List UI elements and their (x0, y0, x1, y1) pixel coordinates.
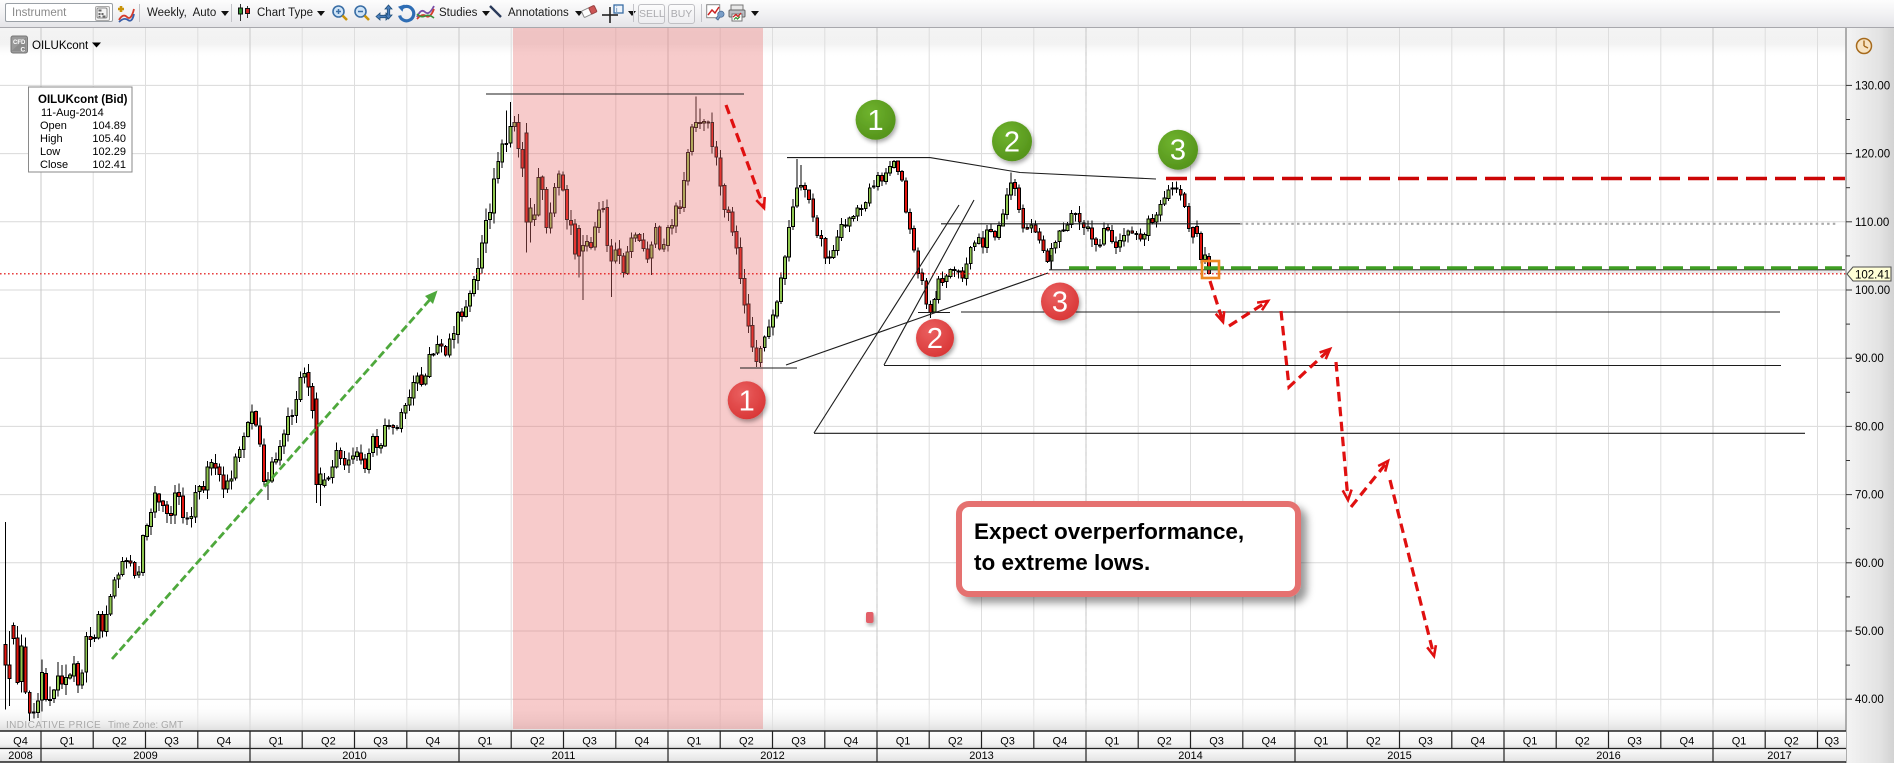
svg-text:Q1: Q1 (269, 736, 284, 748)
svg-text:Close: Close (40, 159, 68, 171)
svg-text:104.89: 104.89 (92, 120, 126, 132)
svg-text:130.00: 130.00 (1855, 80, 1890, 92)
svg-text:OILUKcont: OILUKcont (32, 40, 89, 52)
svg-text:2015: 2015 (1387, 750, 1411, 762)
svg-text:Q4: Q4 (13, 736, 28, 748)
svg-text:2010: 2010 (342, 750, 366, 762)
svg-text:Q2: Q2 (948, 736, 963, 748)
svg-text:102.41: 102.41 (92, 159, 126, 171)
svg-text:Q2: Q2 (1366, 736, 1381, 748)
svg-text:Q3: Q3 (1000, 736, 1015, 748)
svg-text:Q4: Q4 (844, 736, 859, 748)
svg-text:INDICATIVE PRICE: INDICATIVE PRICE (6, 720, 101, 731)
svg-text:Time Zone: GMT: Time Zone: GMT (108, 720, 183, 731)
svg-text:11-Aug-2014: 11-Aug-2014 (41, 107, 104, 119)
svg-text:Q1: Q1 (60, 736, 75, 748)
svg-text:2008: 2008 (8, 750, 32, 762)
svg-text:Q4: Q4 (217, 736, 232, 748)
svg-text:60.00: 60.00 (1855, 558, 1884, 570)
svg-text:to extreme lows.: to extreme lows. (974, 550, 1150, 575)
svg-text:105.40: 105.40 (92, 133, 126, 145)
svg-text:Q2: Q2 (1784, 736, 1799, 748)
svg-text:Q4: Q4 (1680, 736, 1695, 748)
svg-text:Q3: Q3 (582, 736, 597, 748)
svg-text:Q1: Q1 (1314, 736, 1329, 748)
svg-text:102.29: 102.29 (92, 146, 126, 158)
svg-text:Q1: Q1 (1105, 736, 1120, 748)
svg-text:2: 2 (927, 323, 943, 355)
svg-text:Q1: Q1 (1523, 736, 1538, 748)
svg-text:Q3: Q3 (1418, 736, 1433, 748)
svg-text:2: 2 (1004, 126, 1020, 158)
svg-text:1: 1 (868, 105, 884, 137)
svg-text:2016: 2016 (1596, 750, 1620, 762)
svg-text:Q1: Q1 (687, 736, 702, 748)
svg-text:2009: 2009 (133, 750, 157, 762)
svg-text:Q3: Q3 (164, 736, 179, 748)
svg-text:Q3: Q3 (1209, 736, 1224, 748)
svg-text:Q3: Q3 (791, 736, 806, 748)
svg-text:Q2: Q2 (530, 736, 545, 748)
svg-text:Q2: Q2 (1575, 736, 1590, 748)
svg-text:1: 1 (739, 385, 755, 417)
svg-text:Q4: Q4 (1471, 736, 1486, 748)
svg-text:Q3: Q3 (1627, 736, 1642, 748)
svg-text:40.00: 40.00 (1855, 694, 1884, 706)
svg-text:50.00: 50.00 (1855, 626, 1884, 638)
svg-text:110.00: 110.00 (1855, 217, 1889, 229)
svg-text:Expect overperformance,: Expect overperformance, (974, 519, 1244, 544)
svg-text:120.00: 120.00 (1855, 149, 1890, 161)
svg-text:70.00: 70.00 (1855, 490, 1884, 502)
svg-text:Q4: Q4 (1053, 736, 1068, 748)
svg-text:Q2: Q2 (739, 736, 754, 748)
svg-text:Q4: Q4 (426, 736, 441, 748)
svg-text:Q3: Q3 (1824, 736, 1839, 748)
svg-text:Q1: Q1 (1732, 736, 1747, 748)
svg-text:2014: 2014 (1178, 750, 1202, 762)
svg-text:Q2: Q2 (321, 736, 336, 748)
svg-text:3: 3 (1170, 135, 1186, 167)
svg-text:2013: 2013 (969, 750, 993, 762)
svg-text:i: i (616, 7, 618, 14)
svg-text:CFD: CFD (13, 40, 26, 46)
svg-text:Q4: Q4 (635, 736, 650, 748)
svg-text:80.00: 80.00 (1855, 421, 1884, 433)
svg-text:Q4: Q4 (1262, 736, 1277, 748)
svg-text:Q2: Q2 (1157, 736, 1172, 748)
svg-text:High: High (40, 133, 63, 145)
svg-text:Low: Low (40, 146, 60, 158)
svg-text:2011: 2011 (552, 750, 576, 762)
svg-text:90.00: 90.00 (1855, 353, 1884, 365)
svg-text:2017: 2017 (1767, 750, 1791, 762)
svg-text:Q2: Q2 (112, 736, 127, 748)
svg-text:Q3: Q3 (373, 736, 388, 748)
svg-text:3: 3 (1052, 287, 1068, 319)
svg-text:OILUKcont (Bid): OILUKcont (Bid) (38, 94, 128, 106)
svg-text:102.41: 102.41 (1855, 269, 1890, 281)
svg-text:Open: Open (40, 120, 67, 132)
svg-text:2012: 2012 (760, 750, 784, 762)
svg-text:100.00: 100.00 (1855, 285, 1890, 297)
svg-text:Q1: Q1 (478, 736, 493, 748)
svg-text:C: C (21, 47, 26, 54)
svg-text:Q1: Q1 (896, 736, 911, 748)
